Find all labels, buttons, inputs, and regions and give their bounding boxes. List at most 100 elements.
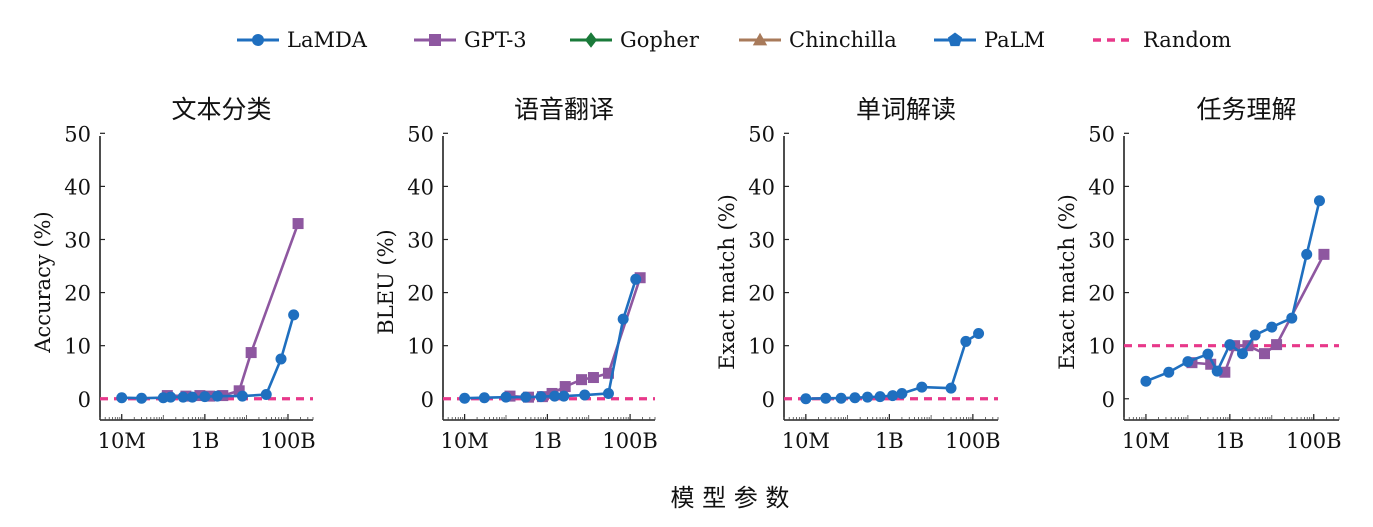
chart-panel-1: 文本分类 0 10 20 30 40 50 10M 1B 100B Accuracy (%) [31,95,316,453]
x-tick-label: 100B [1286,429,1342,453]
x-tick-label: 100B [602,429,658,453]
data-point [500,391,512,403]
data-point [576,374,588,386]
data-point [292,218,304,230]
data-point [945,382,957,394]
series-gpt-3 [504,272,646,403]
y-tick-label: 10 [748,335,775,359]
x-tick-label: 1B [875,429,904,453]
y-tick-label: 20 [748,282,775,306]
legend-marker [429,34,441,46]
x-tick-label: 1B [533,429,562,453]
y-tick-label: 50 [64,122,91,146]
data-point [199,391,211,403]
data-point [459,392,471,404]
legend-marker [752,32,768,46]
data-point [260,389,272,401]
data-point [973,327,985,339]
panel-title: 单词解读 [856,95,956,124]
y-tick-label: 50 [1088,122,1115,146]
data-point [177,391,189,403]
series-lamda [1140,195,1325,387]
data-point [1249,329,1261,341]
series-line [167,223,300,398]
data-point [602,367,614,379]
x-tick-label: 10M [441,429,489,453]
data-point [136,392,148,404]
panel-title: 任务理解 [1196,95,1296,124]
data-point [630,273,642,285]
y-tick-label: 30 [64,228,91,252]
data-point [579,389,591,401]
legend-label: Chinchilla [789,28,897,52]
x-tick-label: 10M [1122,429,1170,453]
chart-panel-2: 语音翻译 0 10 20 30 40 50 10M 1B 100B BLEU (%) [374,95,658,453]
data-point [559,381,571,393]
data-point [874,391,886,403]
panel-title: 文本分类 [171,95,271,124]
y-tick-label: 40 [1088,175,1115,199]
y-tick-label: 50 [407,122,434,146]
y-tick-label: 40 [407,175,434,199]
y-tick-label: 0 [421,388,434,412]
y-axis-label: Exact match (%) [715,194,739,370]
x-tick-label: 100B [945,429,1001,453]
data-point [245,347,257,359]
y-tick-label: 20 [407,282,434,306]
data-point [116,392,128,404]
data-point [862,391,874,403]
legend-item-random: Random [1093,28,1231,52]
y-tick-label: 10 [1088,335,1115,359]
y-tick-label: 10 [407,335,434,359]
x-tick-label: 100B [260,429,316,453]
data-point [1205,358,1217,370]
data-point [617,313,629,325]
data-point [1211,365,1223,377]
data-point [849,392,861,404]
data-point [1182,356,1194,368]
series-line [121,314,295,400]
y-tick-label: 20 [1088,282,1115,306]
y-axis-label: Exact match (%) [1055,194,1079,370]
data-point [1258,348,1270,360]
y-tick-label: 20 [64,282,91,306]
y-tick-label: 40 [64,175,91,199]
data-point [1219,366,1231,378]
data-point [1163,366,1175,378]
panel-title: 语音翻译 [514,95,614,124]
x-tick-label: 10M [782,429,830,453]
data-point [1236,348,1248,360]
legend-label: PaLM [984,28,1045,52]
data-point [1140,375,1152,387]
y-tick-label: 0 [762,388,775,412]
data-point [602,387,614,399]
data-point [165,391,177,403]
y-axis-label: Accuracy (%) [31,211,55,353]
data-point [233,385,245,397]
chart-panel-3: 单词解读 0 10 20 30 40 50 10M 1B 100B Exact match (%) [715,95,1001,453]
data-point [535,391,547,403]
legend-item-chinchilla: Chinchilla [739,28,897,52]
data-point [236,390,248,402]
legend: LaMDA GPT-3 Gopher Chinchilla PaLM Random [237,28,1231,52]
y-tick-label: 40 [748,175,775,199]
series-lamda [800,327,985,405]
x-axis-label: 模 型 参 数 [671,484,790,512]
data-point [478,392,490,404]
series-lamda [116,309,300,404]
legend-marker [947,32,963,47]
data-point [520,391,532,403]
y-tick-label: 50 [748,122,775,146]
data-point [835,392,847,404]
y-tick-label: 10 [64,335,91,359]
data-point [186,391,198,403]
data-point [1301,248,1313,260]
data-point [800,393,812,405]
data-point [960,335,972,347]
data-point [288,309,300,321]
legend-item-gopher: Gopher [570,28,700,52]
data-point [1313,195,1325,207]
series-gpt-3 [161,218,304,402]
